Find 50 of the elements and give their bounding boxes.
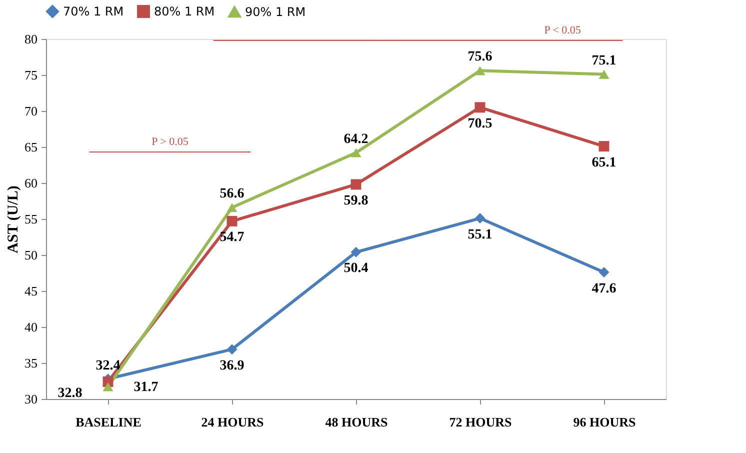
- x-tick-label: 48 HOURS: [325, 414, 388, 430]
- y-tick-label: 80: [24, 32, 38, 46]
- point: [350, 246, 362, 258]
- y-axis-title: AST (U/L): [6, 186, 22, 254]
- data-label: 47.6: [592, 281, 616, 296]
- x-tick-label: BASELINE: [76, 414, 142, 430]
- x-tick-label: 96 HOURS: [573, 414, 636, 430]
- data-label: 75.1: [592, 53, 616, 68]
- data-label: 70.5: [468, 116, 492, 132]
- data-label: 56.6: [220, 186, 244, 202]
- data-label: 55.1: [468, 227, 492, 242]
- y-tick-label: 60: [24, 176, 38, 190]
- data-label: 75.6: [468, 50, 492, 65]
- legend-label: 70% 1 RM: [63, 4, 124, 19]
- y-tick-label: 50: [24, 248, 38, 262]
- y-tick-label: 70: [24, 104, 38, 118]
- legend-label: 80% 1 RM: [154, 4, 215, 19]
- y-tick-label: 45: [24, 284, 38, 298]
- point: [226, 216, 238, 226]
- y-tick-label: 65: [24, 140, 38, 154]
- x-tick-label: 72 HOURS: [449, 414, 512, 430]
- point: [474, 102, 486, 113]
- data-label: 31.7: [134, 380, 158, 395]
- point: [598, 70, 610, 79]
- point: [598, 267, 610, 278]
- data-label: 64.2: [344, 132, 368, 147]
- x-tick-label: 24 HOURS: [201, 414, 264, 430]
- data-label: 36.9: [220, 358, 244, 374]
- legend-label: 90% 1 RM: [245, 4, 306, 19]
- y-tick-label: 40: [24, 320, 38, 334]
- point: [350, 179, 362, 190]
- y-tick-label: 75: [24, 68, 38, 82]
- y-tick-label: 30: [24, 392, 38, 406]
- ref-line-label: P < 0.05: [544, 24, 582, 36]
- point: [102, 382, 114, 392]
- ref-line-label: P > 0.05: [152, 136, 189, 148]
- data-label: 65.1: [592, 155, 616, 170]
- point: [474, 213, 486, 224]
- point: [350, 148, 362, 158]
- data-label: 54.7: [220, 230, 244, 246]
- point: [598, 141, 610, 152]
- y-tick-label: 55: [24, 212, 38, 226]
- data-label: 32.8: [58, 386, 82, 401]
- y-tick-label: 35: [24, 356, 38, 370]
- point: [226, 344, 238, 355]
- data-label: 32.4: [96, 358, 120, 374]
- data-label: 50.4: [344, 261, 368, 276]
- point: [474, 66, 486, 76]
- data-label: 59.8: [344, 193, 368, 208]
- point: [226, 202, 238, 212]
